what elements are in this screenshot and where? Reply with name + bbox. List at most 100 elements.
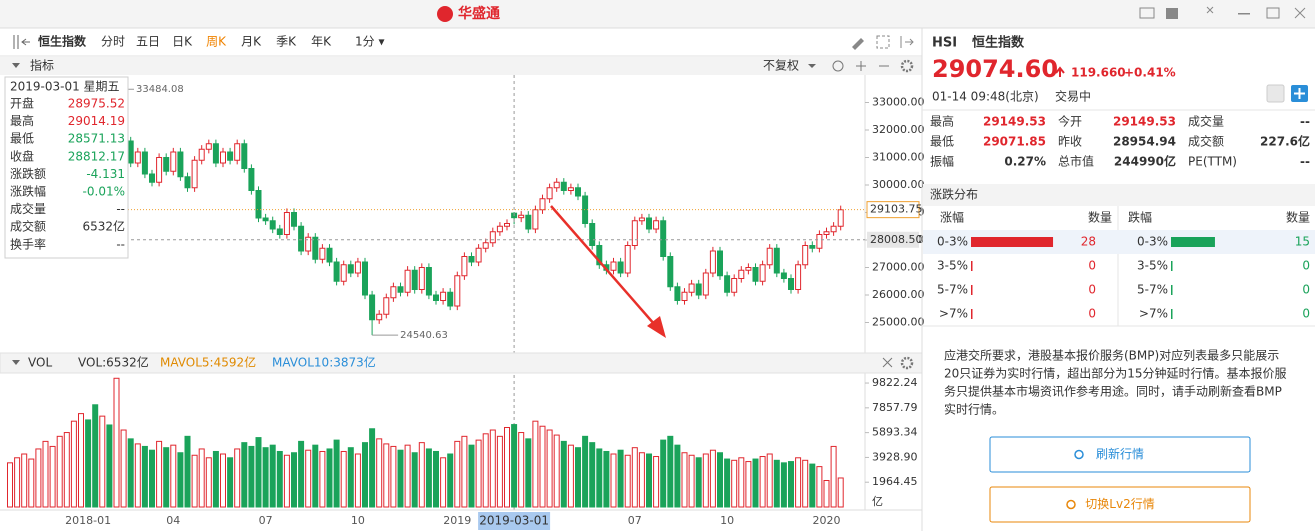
candle-body	[212, 143, 219, 164]
period-tab[interactable]: 日K	[172, 35, 193, 49]
volume-bar	[617, 449, 624, 508]
volume-bar	[532, 420, 539, 508]
draw-icon[interactable]	[852, 38, 864, 50]
volume-bar	[759, 456, 766, 508]
adjust-select[interactable]: 不复权	[763, 59, 799, 73]
last-price-box	[866, 201, 920, 219]
mail-icon[interactable]	[1139, 7, 1155, 19]
volume-bar	[511, 424, 518, 508]
maximize-icon[interactable]	[1266, 7, 1280, 19]
low-label: 24540.63	[400, 330, 448, 341]
interval-select[interactable]: 1分 ▾	[355, 35, 384, 49]
volume-bar	[638, 452, 645, 508]
x-tick-label: 10	[720, 514, 734, 527]
volume-bar	[376, 438, 383, 508]
stat-value: --	[1300, 115, 1310, 129]
volume-bar	[291, 452, 297, 508]
candle-body	[610, 261, 617, 271]
volume-bar	[99, 415, 106, 508]
range-label: 5-7%	[1137, 283, 1168, 297]
collapse-icon[interactable]	[13, 35, 30, 49]
candle-body	[283, 212, 290, 235]
shirt-icon[interactable]	[1166, 8, 1178, 19]
action-button[interactable]	[989, 486, 1251, 523]
refresh-icon[interactable]	[832, 60, 844, 72]
period-tab[interactable]: 季K	[276, 35, 297, 49]
candle-body	[575, 187, 581, 197]
candle-body	[695, 283, 702, 296]
count-value: 0	[1302, 259, 1310, 273]
volume-bar	[163, 447, 170, 508]
shrink-icon[interactable]	[1206, 6, 1214, 14]
candle-body	[262, 217, 269, 222]
candle-body	[674, 286, 681, 301]
period-tab[interactable]: 周K	[206, 35, 227, 49]
volume-bar	[156, 440, 163, 508]
candle-body	[809, 245, 816, 249]
info-label: 涨跌额	[10, 166, 46, 181]
x-tick-label: 2019	[443, 514, 471, 527]
close-icon[interactable]	[1294, 7, 1306, 19]
candle-body	[660, 220, 667, 257]
volume-bar	[596, 448, 603, 508]
stat-label: 成交额	[1188, 134, 1224, 149]
period-tab[interactable]: 年K	[311, 35, 332, 49]
volume-bar	[589, 442, 596, 508]
volume-bar	[823, 479, 830, 508]
minimize-icon[interactable]	[1238, 13, 1250, 15]
period-tab[interactable]: 五日	[136, 35, 160, 49]
candle-body	[198, 148, 205, 161]
candle-body	[134, 151, 141, 164]
info-value: --	[116, 202, 125, 216]
volume-bar	[184, 435, 191, 508]
table-header: 数量	[1088, 210, 1112, 225]
info-label: 最高	[10, 113, 34, 128]
count-bar	[1171, 261, 1173, 271]
period-tab[interactable]: 分时	[101, 35, 125, 49]
candle-body	[220, 151, 226, 164]
zoom-in-icon[interactable]	[856, 61, 866, 71]
settings-icon[interactable]	[900, 59, 914, 73]
volume-bar	[411, 452, 418, 508]
volume-bar	[489, 429, 496, 508]
range-label: >7%	[1139, 307, 1168, 321]
table-header: 涨幅	[940, 210, 964, 225]
volume-bar	[262, 447, 269, 508]
expand-icon[interactable]	[900, 36, 914, 48]
info-value: 29014.19	[68, 114, 125, 128]
alert-button[interactable]	[1266, 84, 1285, 103]
info-panel	[4, 76, 129, 259]
candle-body	[681, 291, 688, 301]
candle-body	[234, 143, 241, 161]
close-icon[interactable]	[882, 357, 893, 368]
volume-bar	[127, 438, 134, 508]
button-label[interactable]: 刷新行情	[1096, 446, 1144, 461]
action-button[interactable]	[989, 436, 1251, 473]
volume-bar	[397, 449, 404, 508]
period-tab[interactable]: 月K	[241, 35, 262, 49]
count-value: 0	[1088, 259, 1096, 273]
count-bar	[1171, 237, 1215, 247]
y-tick-label: 30000.00	[872, 178, 925, 191]
button-label[interactable]: 切换Lv2行情	[1085, 497, 1154, 511]
volume-bar	[674, 444, 681, 508]
stat-label: 最高	[930, 114, 954, 129]
fullscreen-icon[interactable]	[876, 35, 890, 49]
candle-body	[830, 225, 837, 233]
volume-bar	[688, 454, 695, 508]
indicator-bar	[0, 57, 922, 75]
logo-icon	[437, 6, 453, 22]
settings-icon[interactable]	[900, 356, 914, 370]
indicator-label[interactable]: 指标	[30, 58, 54, 73]
x-tick-label: 2020	[813, 514, 841, 527]
candle-body	[596, 245, 603, 266]
notice-line: 20只证券为实时行情，超出部分为15分钟延时行情。基本报价服	[944, 366, 1287, 381]
volume-bar	[141, 445, 148, 508]
volume-bar	[369, 428, 376, 508]
info-label: 成交额	[10, 219, 46, 234]
volume-bar	[461, 435, 468, 508]
info-value: -0.01%	[83, 185, 125, 199]
volume-bar	[283, 454, 290, 508]
volume-bar	[433, 450, 439, 508]
volume-bar	[660, 439, 667, 508]
